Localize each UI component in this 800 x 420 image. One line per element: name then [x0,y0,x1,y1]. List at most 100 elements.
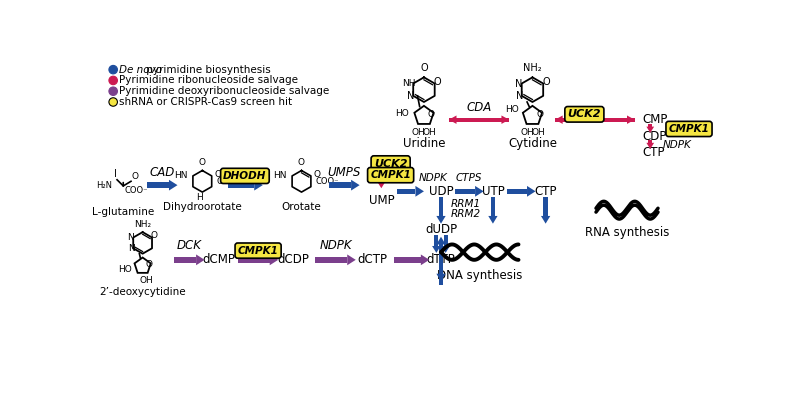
Polygon shape [415,186,424,197]
Polygon shape [438,244,443,285]
Text: NDPK: NDPK [319,239,352,252]
Text: N: N [128,244,135,253]
Text: CDA: CDA [466,101,491,114]
Text: CAD: CAD [150,166,174,179]
Polygon shape [238,257,270,262]
Text: NH₂: NH₂ [134,220,151,229]
Polygon shape [432,246,441,253]
Text: UDP: UDP [429,185,454,198]
Text: HO: HO [118,265,132,274]
Text: O: O [314,170,320,179]
Text: shRNA or CRISPR-Cas9 screen hit: shRNA or CRISPR-Cas9 screen hit [119,97,293,107]
Text: RRM2: RRM2 [450,210,481,219]
Text: CMPK1: CMPK1 [238,246,278,256]
Text: H: H [196,193,202,202]
Text: O: O [542,77,550,87]
Text: O: O [146,260,153,269]
Text: DHODH: DHODH [223,171,266,181]
Text: dTTP: dTTP [426,252,455,265]
Text: O: O [298,158,305,167]
Polygon shape [475,186,484,197]
Polygon shape [442,246,450,253]
Text: HN: HN [274,171,286,181]
Text: HN: HN [174,171,187,181]
Polygon shape [523,106,542,124]
Text: NDPK: NDPK [662,140,691,150]
Text: O: O [420,63,428,73]
Text: CMP: CMP [642,113,668,126]
Polygon shape [228,182,254,188]
Text: DNA synthesis: DNA synthesis [437,269,522,282]
Text: CTP: CTP [642,146,665,159]
Text: Uridine: Uridine [402,137,445,150]
Polygon shape [414,106,434,124]
Text: O: O [199,158,206,167]
Polygon shape [457,118,509,122]
Polygon shape [449,118,502,122]
Polygon shape [146,182,169,188]
Polygon shape [648,140,652,143]
Polygon shape [436,274,446,281]
Polygon shape [646,126,654,133]
Text: RRM1: RRM1 [450,200,481,210]
Polygon shape [436,216,446,223]
Text: N: N [407,91,414,101]
Text: UTP: UTP [482,185,504,198]
Text: COO⁻: COO⁻ [216,177,240,186]
Text: dCDP: dCDP [278,253,310,266]
Text: Cytidine: Cytidine [508,137,557,150]
Text: O: O [536,110,543,119]
Polygon shape [196,255,205,265]
Text: N: N [516,91,523,101]
Polygon shape [397,189,415,194]
Polygon shape [648,123,652,126]
Text: I: I [114,169,117,179]
Polygon shape [541,216,550,223]
Text: NH: NH [402,79,415,88]
Text: dUDP: dUDP [425,223,457,236]
Text: Pyrimidine ribonucleoside salvage: Pyrimidine ribonucleoside salvage [119,76,298,85]
Polygon shape [270,255,278,265]
Text: COO⁻: COO⁻ [125,186,148,195]
Text: UCK2: UCK2 [568,109,601,119]
Text: N: N [515,79,522,89]
Text: O: O [434,77,442,87]
Text: HO: HO [394,109,409,118]
Text: DCK: DCK [177,239,202,252]
Polygon shape [351,180,360,191]
Polygon shape [174,257,196,262]
Polygon shape [394,257,421,262]
Text: UMPS: UMPS [327,166,361,179]
Polygon shape [449,116,457,124]
Text: CTPS: CTPS [456,173,482,183]
Text: dCMP: dCMP [202,253,235,266]
Polygon shape [436,237,446,244]
Text: O: O [131,171,138,181]
Text: CDP: CDP [642,130,667,143]
Circle shape [109,87,118,95]
Text: De novo: De novo [119,65,162,75]
Text: RNA synthesis: RNA synthesis [585,226,669,239]
Text: CTP: CTP [534,185,557,198]
Polygon shape [378,182,386,188]
Polygon shape [169,180,178,191]
Text: dCTP: dCTP [358,253,388,266]
Text: O: O [151,231,158,241]
Text: HO: HO [506,105,519,114]
Text: O: O [214,170,221,179]
Polygon shape [555,116,562,124]
Polygon shape [254,180,262,191]
Text: O: O [427,110,434,119]
Text: OH: OH [531,128,545,136]
Text: NDPK: NDPK [419,173,448,183]
Text: NH₂: NH₂ [523,63,542,73]
Text: CMPK1: CMPK1 [669,124,710,134]
Text: N: N [127,233,134,242]
Circle shape [109,98,118,106]
Circle shape [109,66,118,74]
Polygon shape [438,197,443,216]
Text: L-glutamine: L-glutamine [92,207,154,217]
Circle shape [109,76,118,85]
Text: CMPK1: CMPK1 [370,170,411,180]
Text: H₂N: H₂N [97,181,112,190]
